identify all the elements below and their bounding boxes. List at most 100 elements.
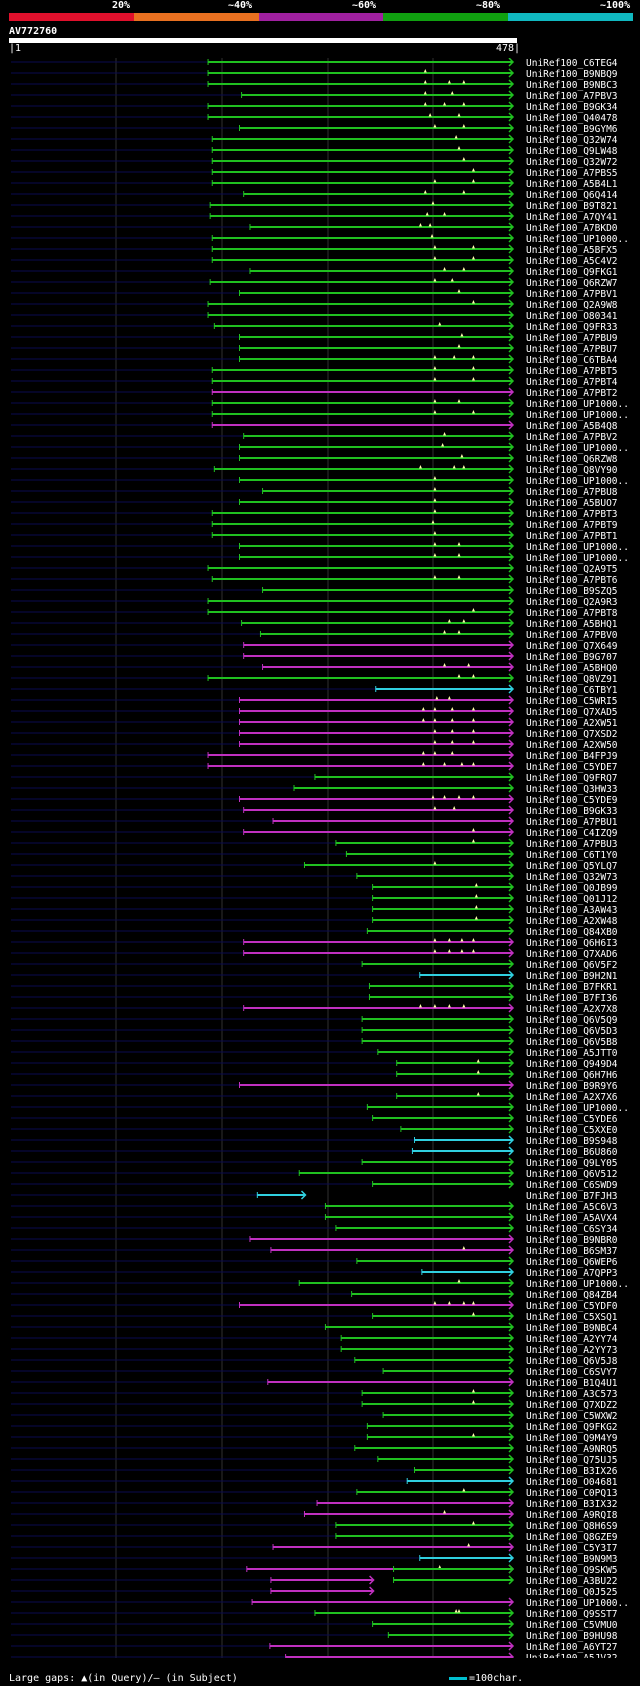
query-gap-marker bbox=[433, 729, 437, 733]
query-gap-marker bbox=[462, 1488, 466, 1492]
query-gap-marker bbox=[428, 223, 432, 227]
query-gap-marker bbox=[418, 465, 422, 469]
hit-label: UniRef100_A2X7X6 bbox=[526, 1092, 618, 1103]
hit-label: UniRef100_Q40478 bbox=[526, 113, 618, 124]
query-gap-marker bbox=[471, 410, 475, 414]
scale-labels: 20% ~40% ~60% ~80% ~100% bbox=[0, 0, 640, 12]
hit-end-arrow bbox=[508, 398, 515, 408]
hit-end-arrow bbox=[508, 827, 515, 837]
hit-end-arrow bbox=[508, 794, 515, 804]
hit-label: UniRef100_Q6H6I3 bbox=[526, 938, 618, 949]
hit-end-arrow bbox=[508, 1597, 515, 1607]
hit-end-arrow bbox=[508, 409, 515, 419]
query-gap-marker bbox=[430, 234, 434, 238]
query-gap-marker bbox=[433, 751, 437, 755]
hit-label: UniRef100_Q32W73 bbox=[526, 872, 618, 883]
query-gap-marker bbox=[447, 1004, 451, 1008]
query-gap-marker bbox=[471, 839, 475, 843]
hit-end-arrow bbox=[508, 1322, 515, 1332]
hit-end-arrow bbox=[508, 365, 515, 375]
hit-end-arrow bbox=[508, 1289, 515, 1299]
query-gap-marker bbox=[471, 1433, 475, 1437]
hit-end-arrow bbox=[508, 343, 515, 353]
hit-end-arrow bbox=[508, 750, 515, 760]
query-gap-marker bbox=[425, 212, 429, 216]
hit-label: UniRef100_C5YDF0 bbox=[526, 1301, 618, 1312]
hit-end-arrow bbox=[508, 145, 515, 155]
query-gap-marker bbox=[450, 278, 454, 282]
hit-end-arrow bbox=[508, 662, 515, 672]
hit-end-arrow bbox=[508, 453, 515, 463]
hit-label: UniRef100_Q0JB99 bbox=[526, 883, 618, 894]
hit-label: UniRef100_Q6V5B8 bbox=[526, 1037, 618, 1048]
query-gap-marker bbox=[462, 1301, 466, 1305]
hit-label: UniRef100_Q9LY05 bbox=[526, 1158, 618, 1169]
hit-label: UniRef100_Q7X649 bbox=[526, 641, 618, 652]
hit-end-arrow bbox=[508, 805, 515, 815]
hit-label: UniRef100_B9H2N1 bbox=[526, 971, 618, 982]
hit-end-arrow bbox=[508, 376, 515, 386]
query-gap-marker bbox=[421, 718, 425, 722]
query-gap-marker bbox=[460, 949, 464, 953]
query-gap-marker bbox=[433, 542, 437, 546]
hit-label: UniRef100_C5YDE7 bbox=[526, 762, 618, 773]
hit-label: UniRef100_C5XXE0 bbox=[526, 1125, 618, 1136]
hit-end-arrow bbox=[508, 167, 515, 177]
hit-end-arrow bbox=[508, 288, 515, 298]
hit-end-arrow bbox=[508, 1630, 515, 1640]
hit-end-arrow bbox=[508, 838, 515, 848]
hit-label: UniRef100_A7PBT9 bbox=[526, 520, 618, 531]
query-gap-marker bbox=[433, 718, 437, 722]
hit-end-arrow bbox=[508, 1421, 515, 1431]
query-gap-marker bbox=[471, 355, 475, 359]
hit-end-arrow bbox=[508, 1476, 515, 1486]
query-gap-marker bbox=[460, 762, 464, 766]
scale-label-1: 20% bbox=[112, 0, 131, 11]
query-gap-marker bbox=[441, 443, 445, 447]
query-gap-marker bbox=[471, 674, 475, 678]
hit-label: UniRef100_A2YY73 bbox=[526, 1345, 618, 1356]
query-gap-marker bbox=[433, 476, 437, 480]
hit-end-arrow bbox=[508, 255, 515, 265]
hit-end-arrow bbox=[508, 1443, 515, 1453]
hit-label: UniRef100_UP1000.. bbox=[526, 1279, 629, 1290]
hit-label: UniRef100_B9S948 bbox=[526, 1136, 618, 1147]
hit-label: UniRef100_A5BHQ0 bbox=[526, 663, 618, 674]
hit-end-arrow bbox=[508, 1014, 515, 1024]
hit-end-arrow bbox=[508, 684, 515, 694]
query-gap-marker bbox=[433, 949, 437, 953]
hit-label: UniRef100_B6SM37 bbox=[526, 1246, 618, 1257]
query-gap-marker bbox=[433, 861, 437, 865]
hit-label: UniRef100_Q84XB0 bbox=[526, 927, 618, 938]
query-gap-marker bbox=[443, 267, 447, 271]
colorbar-segment-4 bbox=[383, 13, 509, 21]
hit-label: UniRef100_B9G707 bbox=[526, 652, 618, 663]
scale-label-3: ~60% bbox=[352, 0, 377, 11]
colorbar-segment-1 bbox=[9, 13, 134, 21]
query-gap-marker bbox=[433, 179, 437, 183]
hit-label: UniRef100_A5AVX4 bbox=[526, 1213, 618, 1224]
hit-end-arrow bbox=[508, 1157, 515, 1167]
query-gap-marker bbox=[460, 938, 464, 942]
hit-label: UniRef100_B9HU98 bbox=[526, 1631, 618, 1642]
hit-end-arrow bbox=[508, 1080, 515, 1090]
query-gap-marker bbox=[467, 663, 471, 667]
hit-label: UniRef100_UP1000.. bbox=[526, 399, 629, 410]
query-gap-marker bbox=[433, 498, 437, 502]
hit-end-arrow bbox=[508, 123, 515, 133]
hit-end-arrow bbox=[508, 970, 515, 980]
hit-label: UniRef100_Q8VZ91 bbox=[526, 674, 618, 685]
query-gap-marker bbox=[457, 542, 461, 546]
query-gap-marker bbox=[471, 949, 475, 953]
hit-end-arrow bbox=[508, 354, 515, 364]
query-gap-marker bbox=[457, 630, 461, 634]
query-gap-marker bbox=[433, 806, 437, 810]
hit-label: UniRef100_B6U860 bbox=[526, 1147, 618, 1158]
hit-label: UniRef100_C6SY34 bbox=[526, 1224, 618, 1235]
query-gap-marker bbox=[457, 399, 461, 403]
query-gap-marker bbox=[423, 69, 427, 73]
hit-label: UniRef100_B7FKR1 bbox=[526, 982, 618, 993]
query-gap-marker bbox=[450, 91, 454, 95]
query-gap-marker bbox=[457, 344, 461, 348]
hit-label: UniRef100_B3IX26 bbox=[526, 1466, 618, 1477]
